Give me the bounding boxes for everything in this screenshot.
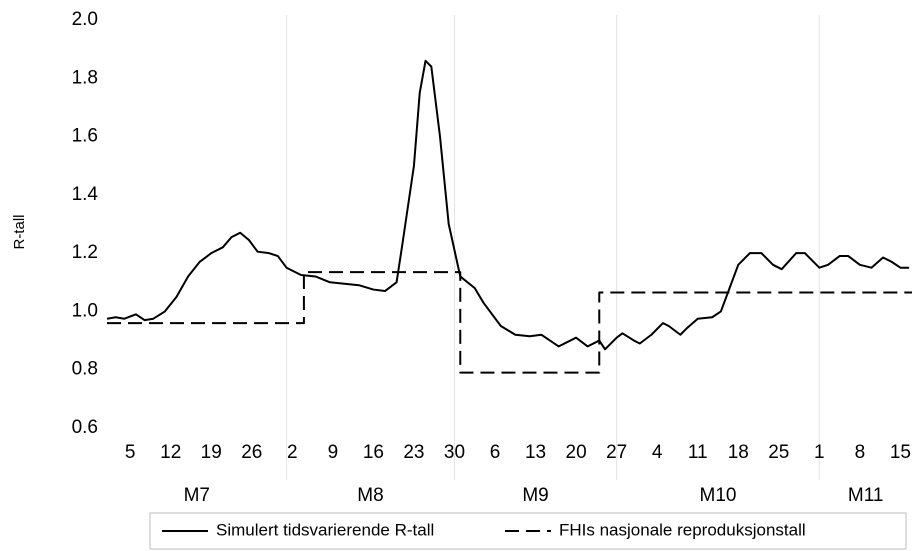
x-tick-label: 9 — [328, 442, 339, 463]
x-tick-label: 19 — [201, 442, 222, 463]
legend-label: FHIs nasjonale reproduksjonstall — [559, 520, 806, 539]
x-tick-label: 16 — [363, 442, 384, 463]
y-tick-label: 0.8 — [72, 359, 98, 380]
x-tick-label: 5 — [125, 442, 136, 463]
y-tick-label: 1.0 — [72, 300, 98, 321]
legend-label: Simulert tidsvarierende R-tall — [216, 520, 434, 539]
y-axis-title: R-tall — [11, 214, 28, 249]
x-tick-label: 11 — [688, 442, 708, 463]
x-tick-label: 4 — [652, 442, 663, 463]
month-label: M8 — [357, 485, 383, 506]
x-tick-label: 20 — [566, 442, 587, 463]
y-tick-label: 1.4 — [72, 184, 99, 205]
legend-box — [149, 512, 907, 550]
month-label: M10 — [700, 485, 737, 506]
legend: Simulert tidsvarierende R-tall FHIs nasjo… — [162, 520, 806, 539]
x-tick-label: 27 — [606, 442, 627, 463]
x-tick-label: 6 — [490, 442, 501, 463]
month-label: M7 — [184, 485, 210, 506]
series-line — [107, 271, 912, 374]
y-tick-label: 1.8 — [72, 67, 98, 88]
x-tick-label: 23 — [403, 442, 424, 463]
x-tick-label: 12 — [160, 442, 181, 463]
x-tick-label: 15 — [890, 442, 911, 463]
x-tick-label: 26 — [241, 442, 262, 463]
series-line — [106, 59, 910, 351]
month-label: M11 — [848, 485, 884, 506]
y-tick-label: 2.0 — [72, 9, 98, 30]
month-label: M9 — [522, 485, 548, 506]
y-tick-label: 1.6 — [72, 126, 98, 147]
x-tick-label: 1 — [814, 442, 825, 463]
x-tick-label: 13 — [525, 442, 546, 463]
y-tick-label: 1.2 — [72, 242, 98, 263]
x-tick-label: 8 — [855, 442, 866, 463]
x-tick-label: 2 — [287, 442, 298, 463]
y-tick-label: 0.6 — [72, 417, 98, 438]
x-tick-label: 18 — [728, 442, 749, 463]
x-tick-label: 25 — [768, 442, 789, 463]
x-tick-label: 30 — [444, 442, 465, 463]
